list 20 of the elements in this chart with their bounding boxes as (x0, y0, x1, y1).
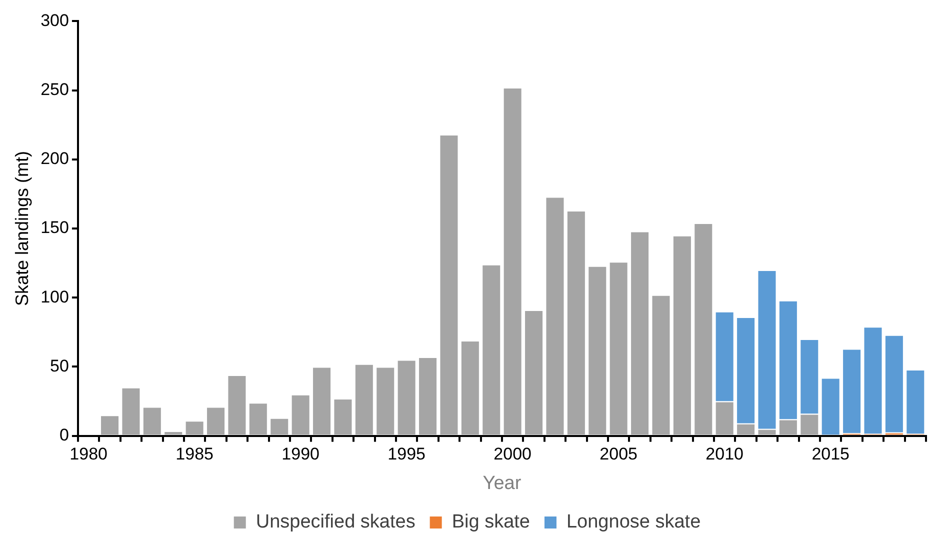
x-tick-label: 1995 (388, 444, 426, 464)
x-tick-label: 2015 (812, 444, 850, 464)
y-tick-label: 100 (40, 287, 69, 306)
x-tick-label: 2005 (600, 444, 638, 464)
y-tick-label: 0 (59, 425, 69, 444)
x-tick-label: 2000 (494, 444, 532, 464)
x-tick-label: 2010 (706, 444, 744, 464)
legend-label: Longnose skate (566, 512, 701, 533)
y-tick-label: 250 (40, 80, 69, 99)
x-axis-title: Year (482, 472, 522, 494)
legend-label: Big skate (452, 512, 530, 533)
legend-label: Unspecified skates (256, 512, 416, 533)
y-tick-label: 50 (50, 356, 69, 376)
y-tick-label: 200 (40, 149, 69, 168)
y-axis-title: Skate landings (mt) (12, 150, 32, 306)
x-tick-label: 1990 (282, 444, 320, 464)
y-tick-label: 150 (40, 218, 69, 238)
x-tick-label: 1980 (70, 444, 108, 464)
x-tick-label: 1985 (176, 444, 214, 464)
y-tick-label: 300 (40, 10, 69, 30)
